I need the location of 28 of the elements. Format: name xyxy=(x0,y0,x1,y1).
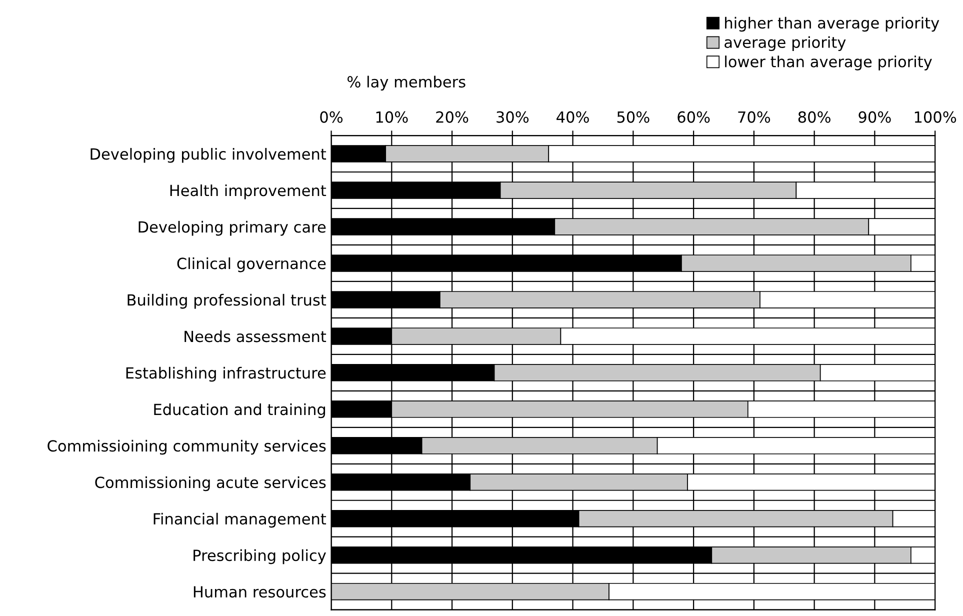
x-tick-label: 60% xyxy=(678,111,710,123)
y-tick-label: Needs assessment xyxy=(184,330,326,342)
x-tick-label: 70% xyxy=(738,111,770,123)
x-tick-label: 50% xyxy=(617,111,650,123)
y-tick-label: Establishing infrastructure xyxy=(126,366,326,382)
y-tick-label: Health improvement xyxy=(170,184,326,200)
x-tick-label: 30% xyxy=(496,111,529,123)
y-tick-label: Clinical governance xyxy=(177,257,326,272)
y-tick-label: Commissioning acute services xyxy=(95,476,326,492)
legend-label: average priority xyxy=(724,36,846,51)
y-tick-label: Developing public involvement xyxy=(90,148,326,163)
y-tick-label: Financial management xyxy=(154,512,326,528)
y-tick-label: Commissioining community services xyxy=(48,440,326,455)
x-tick-label: 40% xyxy=(556,111,589,123)
x-tick-label: 80% xyxy=(798,111,830,123)
x-tick-label: 100% xyxy=(914,111,956,123)
legend-label: higher than average priority xyxy=(725,16,940,32)
x-tick-label: 90% xyxy=(858,111,891,123)
x-axis-title: % lay members xyxy=(348,76,466,91)
legend-label: lower than average priority xyxy=(725,56,932,70)
y-tick-label: Human resources xyxy=(194,586,326,598)
x-tick-label: 0% xyxy=(320,111,343,123)
x-tick-label: 10% xyxy=(376,111,408,123)
y-tick-label: Building professional trust xyxy=(128,294,326,309)
y-tick-label: Education and training xyxy=(154,403,326,418)
x-tick-label: 20% xyxy=(436,111,468,123)
y-tick-label: Prescribing policy xyxy=(194,549,326,564)
y-tick-label: Developing primary care xyxy=(138,220,326,236)
